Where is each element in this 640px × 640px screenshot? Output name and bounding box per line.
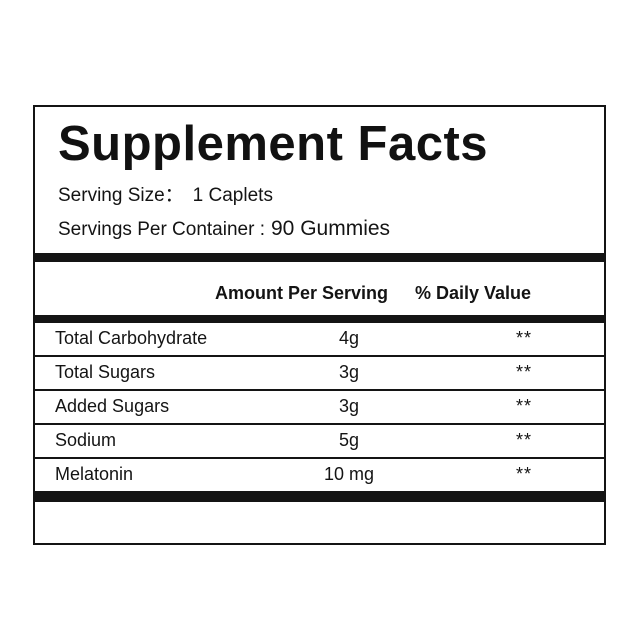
facts-rows: Total Carbohydrate 4g ** Total Sugars 3g ** Ad… <box>35 323 604 491</box>
servings-per-container-line: Servings Per Container : 90 Gummies <box>58 215 581 243</box>
nutrient-daily-value: ** <box>515 464 532 485</box>
panel-title: Supplement Facts <box>58 117 489 171</box>
table-header-row: Amount Per Serving % Daily Value <box>35 262 604 315</box>
nutrient-amount: 3g <box>338 362 360 383</box>
divider-thick-bottom <box>35 490 604 502</box>
nutrient-daily-value: ** <box>515 362 532 383</box>
nutrient-amount: 3g <box>338 396 360 417</box>
nutrient-amount: 5g <box>338 430 360 451</box>
nutrient-daily-value: ** <box>515 396 532 417</box>
column-header-amount-per-serving: Amount Per Serving <box>215 282 389 303</box>
nutrient-name: Added Sugars <box>55 396 170 417</box>
column-header-percent-daily-value: % Daily Value <box>415 282 532 303</box>
divider-thick-top <box>35 252 604 262</box>
servings-per-container-label: Servings Per Container : <box>58 218 265 240</box>
nutrient-daily-value: ** <box>515 328 532 349</box>
table-row: Melatonin 10 mg ** <box>35 456 604 491</box>
table-row: Total Sugars 3g ** <box>35 354 604 389</box>
nutrient-daily-value: ** <box>515 430 532 451</box>
nutrient-amount: 10 mg <box>323 464 375 485</box>
table-row: Sodium 5g ** <box>35 422 604 457</box>
nutrient-amount: 4g <box>338 328 360 349</box>
supplement-facts-panel: Supplement Facts Serving Size： 1 Caplets … <box>33 105 606 545</box>
serving-size-label: Serving Size： <box>58 184 184 206</box>
nutrient-name: Sodium <box>55 430 117 451</box>
divider-medium <box>35 314 604 323</box>
serving-size-line: Serving Size： 1 Caplets <box>58 182 581 209</box>
nutrient-name: Melatonin <box>55 464 134 485</box>
servings-per-container-value: 90 Gummies <box>271 216 391 240</box>
table-row: Added Sugars 3g ** <box>35 388 604 423</box>
nutrient-name: Total Carbohydrate <box>55 328 208 349</box>
nutrient-name: Total Sugars <box>55 362 156 383</box>
footnote-area <box>35 501 604 543</box>
table-row: Total Carbohydrate 4g ** <box>35 323 604 355</box>
serving-size-value: 1 Caplets <box>192 184 273 206</box>
